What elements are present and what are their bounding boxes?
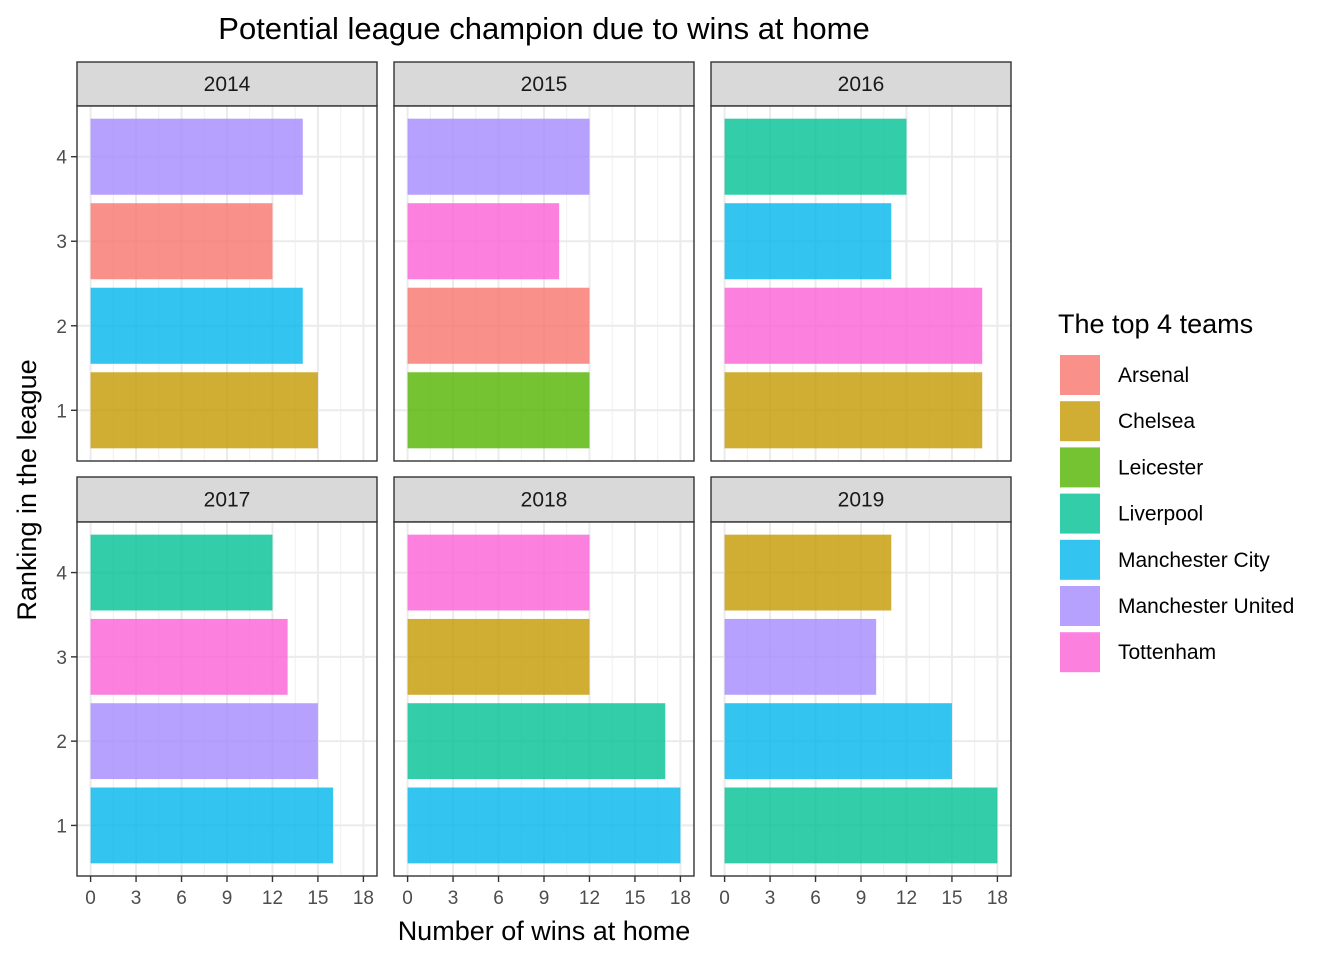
bar [90,287,303,364]
bar [90,787,334,864]
y-tick-label: 3 [56,648,67,669]
facet-panel: 2014 1 2 3 4 [56,61,378,462]
bar [90,203,273,280]
bar [724,203,892,280]
bar [724,118,907,195]
x-tick-label: 18 [670,888,691,909]
bar [90,534,273,611]
x-tick-label: 3 [448,888,459,909]
facet-strip-label: 2015 [521,73,568,96]
panel-border [76,105,378,462]
facet-panel: 2015 [393,61,695,462]
x-tick-label: 18 [353,888,374,909]
x-tick-label: 0 [719,888,730,909]
y-tick-label: 3 [56,232,67,253]
bar [90,118,303,195]
x-tick-label: 3 [765,888,776,909]
legend-label: Chelsea [1118,410,1195,433]
y-tick-label: 2 [56,732,67,753]
bar [407,534,590,611]
bar [724,534,892,611]
facet-strip [76,476,378,523]
legend-label: Manchester City [1118,549,1270,572]
x-tick-label: 12 [896,888,917,909]
bar [724,287,983,364]
facet-strip [710,476,1012,523]
x-tick-label: 6 [493,888,504,909]
bar [407,372,590,449]
legend-label: Manchester United [1118,595,1294,618]
facet-strip [393,476,695,523]
x-tick-label: 12 [262,888,283,909]
facet-strip-label: 2016 [838,73,885,96]
y-tick-label: 4 [56,564,67,585]
x-tick-label: 6 [176,888,187,909]
bar [90,618,288,695]
bar [724,703,952,780]
legend-items: Arsenal Chelsea Leicester Liverpool Manchest… [1058,353,1294,675]
legend-key [1060,586,1100,626]
x-tick-label: 9 [856,888,867,909]
legend-key [1060,355,1100,395]
bar [90,703,318,780]
x-tick-label: 0 [402,888,413,909]
y-tick-label: 4 [56,148,67,169]
bar [407,618,590,695]
x-tick-label: 3 [131,888,142,909]
chart-title: Potential league champion due to wins at… [218,11,869,46]
bar [407,118,590,195]
legend-key [1060,401,1100,442]
legend-title: The top 4 teams [1058,309,1253,339]
y-axis-title: Ranking in the league [12,359,42,620]
facet-strip [710,61,1012,107]
y-tick-label: 1 [56,816,67,837]
x-tick-label: 15 [624,888,645,909]
y-tick-label: 1 [56,401,67,422]
legend-label: Leicester [1118,456,1203,479]
bar [407,203,560,280]
legend-key [1060,632,1100,673]
facet-strip-label: 2017 [204,489,251,512]
bar [90,372,318,449]
bar [724,787,998,864]
x-tick-label: 15 [941,888,962,909]
bar [724,372,983,449]
x-tick-label: 0 [85,888,96,909]
bar [407,287,590,364]
x-tick-label: 12 [579,888,600,909]
legend-label: Tottenham [1118,641,1216,664]
legend-key [1060,447,1100,488]
x-axis-title: Number of wins at home [398,916,691,946]
facet-strip-label: 2018 [521,489,568,512]
facet-strip-label: 2014 [204,73,251,96]
legend-key [1060,493,1100,534]
facet-strip [393,61,695,107]
x-tick-label: 9 [539,888,550,909]
facet-strip [76,61,378,107]
facet-panel: 2018 0 3 6 9 12 15 18 [393,476,695,909]
legend-label: Arsenal [1118,364,1189,387]
legend-label: Liverpool [1118,503,1203,526]
y-tick-label: 2 [56,317,67,338]
facet-panel: 2019 0 3 6 9 12 15 18 [710,476,1012,909]
x-tick-label: 18 [987,888,1008,909]
bar [407,787,681,864]
panel-border [710,105,1012,462]
panel-border [393,105,695,462]
x-tick-label: 15 [307,888,328,909]
bar [407,703,666,780]
legend-key [1060,539,1100,580]
x-tick-label: 6 [810,888,821,909]
facet-strip-label: 2019 [838,489,885,512]
bar [724,618,877,695]
x-tick-label: 9 [222,888,233,909]
facet-panel: 2016 [710,61,1012,462]
legend: The top 4 teams Arsenal Chelsea Leicester L… [1058,309,1294,675]
